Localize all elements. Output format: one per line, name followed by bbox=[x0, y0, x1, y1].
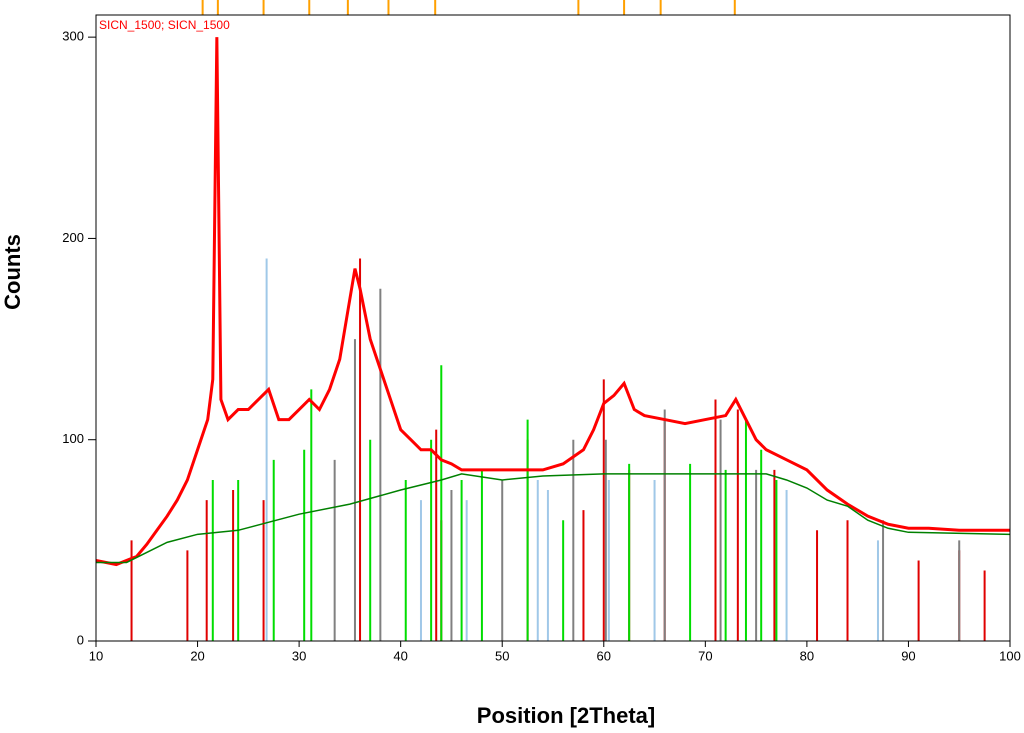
x-tick-label: 100 bbox=[999, 648, 1021, 663]
legend-entry: SICN_1500; SICN_1500 bbox=[99, 18, 230, 32]
x-tick-label: 50 bbox=[495, 648, 509, 663]
x-tick-label: 60 bbox=[597, 648, 611, 663]
x-tick-label: 30 bbox=[292, 648, 306, 663]
x-axis-label: Position [2Theta] bbox=[477, 703, 655, 728]
plot-frame bbox=[95, 14, 1011, 642]
y-tick-label: 200 bbox=[62, 230, 84, 245]
x-tick-label: 90 bbox=[901, 648, 915, 663]
y-axis-label: Counts bbox=[0, 234, 25, 310]
series-line bbox=[95, 37, 1010, 567]
series-line bbox=[96, 473, 1011, 564]
x-tick-label: 80 bbox=[800, 648, 814, 663]
y-tick-label: 300 bbox=[62, 29, 84, 44]
x-tick-label: 10 bbox=[89, 648, 103, 663]
x-tick-label: 20 bbox=[190, 648, 204, 663]
x-tick-label: 40 bbox=[393, 648, 407, 663]
y-tick-label: 100 bbox=[62, 431, 84, 446]
y-tick-label: 0 bbox=[77, 632, 84, 647]
x-tick-label: 70 bbox=[698, 648, 712, 663]
